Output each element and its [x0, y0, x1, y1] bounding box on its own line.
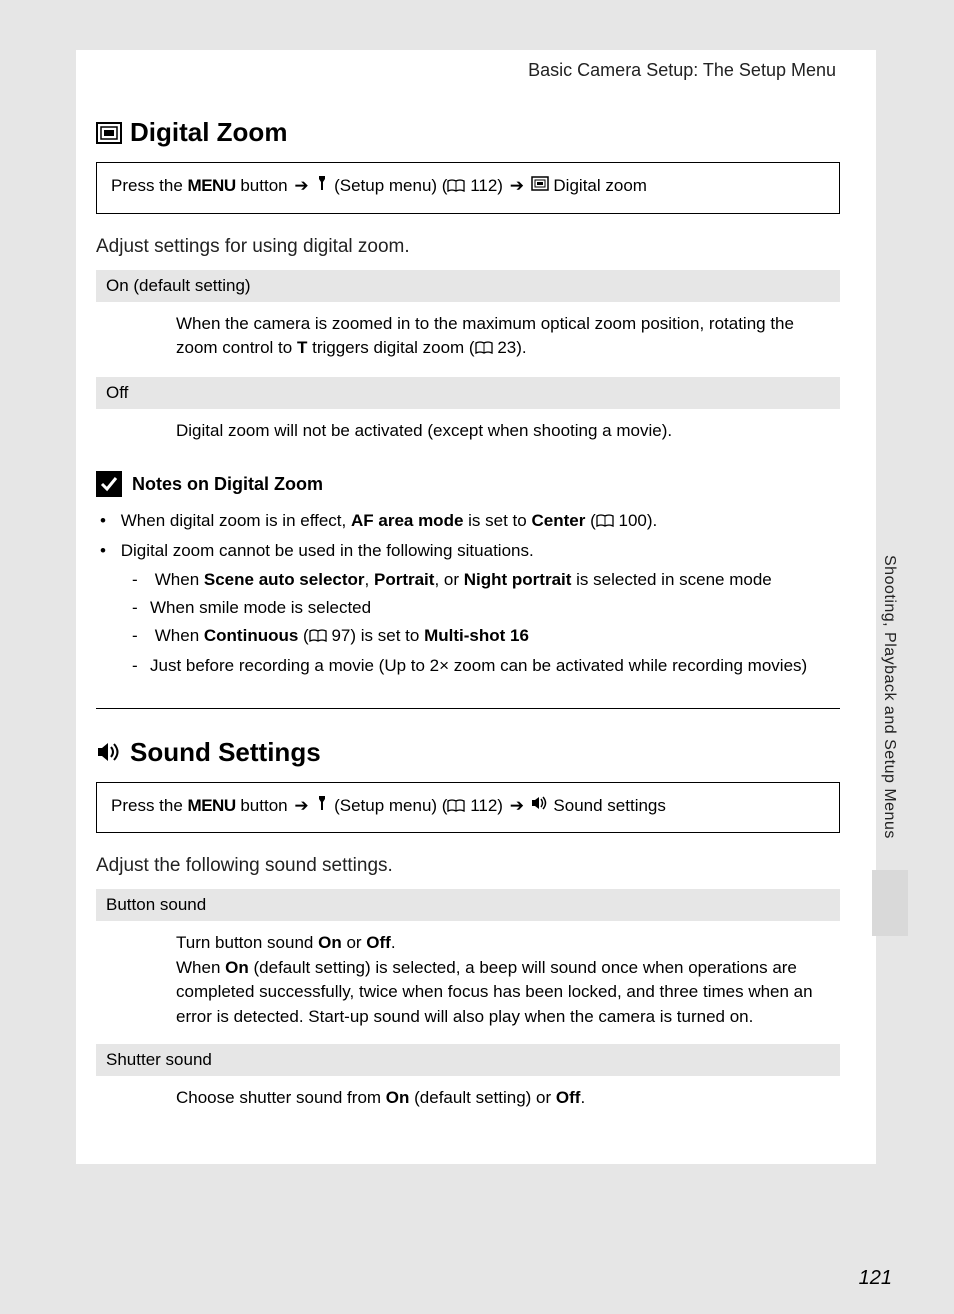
sound-icon-small [531, 795, 549, 811]
section-intro: Adjust the following sound settings. [96, 855, 840, 877]
bold-text: Multi-shot 16 [424, 626, 529, 645]
nav-text: (Setup menu) ( [334, 176, 447, 195]
body-text: (default setting) or [414, 1088, 551, 1107]
bold-text: Portrait [374, 570, 434, 589]
book-icon [309, 624, 327, 652]
bold-text: Off [556, 1088, 581, 1107]
sub-text: , [365, 570, 370, 589]
option-heading-off: Off [96, 377, 840, 409]
note-item: When digital zoom is in effect, AF area … [100, 507, 840, 537]
menu-glyph: MENU [188, 796, 236, 815]
section-intro: Adjust settings for using digital zoom. [96, 236, 840, 258]
nav-text: (Setup menu) ( [334, 796, 447, 815]
nav-text: button [240, 176, 287, 195]
sub-item: When smile mode is selected [132, 594, 840, 622]
chapter-breadcrumb: Basic Camera Setup: The Setup Menu [96, 60, 840, 109]
book-icon [447, 175, 465, 201]
bold-text: Center [531, 511, 585, 530]
arrow-icon: ➔ [510, 173, 524, 199]
body-text: (default setting) is selected, a beep wi… [176, 958, 813, 1026]
bold-text: Night portrait [464, 570, 572, 589]
sub-item: When Scene auto selector, Portrait, or N… [132, 566, 840, 594]
book-icon [447, 795, 465, 821]
nav-text: Press the [111, 176, 183, 195]
nav-text: Digital zoom [553, 176, 647, 195]
book-icon [475, 338, 493, 363]
check-icon [96, 471, 122, 497]
body-text: Turn button sound [176, 933, 313, 952]
sub-text: is selected in scene mode [576, 570, 772, 589]
nav-ref: 112) [470, 176, 503, 195]
wrench-icon [315, 175, 329, 191]
bold-text: On [225, 958, 249, 977]
page-ref: 97) is set to [331, 626, 419, 645]
zoom-t-glyph: T [297, 338, 307, 357]
sub-text: When [155, 626, 199, 645]
note-item: Digital zoom cannot be used in the follo… [100, 537, 840, 679]
note-text: When digital zoom is in effect, [121, 511, 347, 530]
arrow-icon: ➔ [510, 793, 524, 819]
bold-text: On [318, 933, 342, 952]
body-text: Choose shutter sound from [176, 1088, 381, 1107]
bold-text: AF area mode [351, 511, 463, 530]
option-heading-shutter-sound: Shutter sound [96, 1044, 840, 1076]
notes-heading: Notes on Digital Zoom [96, 471, 840, 497]
section-heading-digital-zoom: Digital Zoom [96, 117, 840, 148]
body-text: triggers digital zoom ( [312, 338, 475, 357]
section-divider [96, 708, 840, 709]
section-title: Digital Zoom [130, 117, 287, 148]
sub-text: , or [434, 570, 459, 589]
manual-page: Basic Camera Setup: The Setup Menu Digit… [76, 0, 876, 1164]
option-body: Turn button sound On or Off. When On (de… [96, 925, 840, 1044]
menu-glyph: MENU [188, 176, 236, 195]
wrench-icon [315, 795, 329, 811]
notes-list: When digital zoom is in effect, AF area … [96, 507, 840, 679]
bold-text: Continuous [204, 626, 298, 645]
arrow-icon: ➔ [294, 173, 308, 199]
nav-text: Sound settings [553, 796, 665, 815]
sub-item: Just before recording a movie (Up to 2× … [132, 652, 840, 680]
notes-title: Notes on Digital Zoom [132, 474, 323, 495]
sub-item: When Continuous ( 97) is set to Multi-sh… [132, 622, 840, 652]
side-tab-indicator [872, 870, 908, 936]
body-text: . [580, 1088, 585, 1107]
sound-icon [96, 740, 122, 764]
body-text: or [346, 933, 361, 952]
option-heading-button-sound: Button sound [96, 889, 840, 921]
digital-zoom-icon-small [531, 176, 549, 191]
section-title: Sound Settings [130, 737, 321, 768]
nav-text: button [240, 796, 287, 815]
nav-ref: 112) [470, 796, 503, 815]
side-tab-label: Shooting, Playback and Setup Menus [880, 555, 898, 839]
page-ref: 100). [618, 511, 657, 530]
bold-text: Scene auto selector [204, 570, 365, 589]
body-text: When [176, 958, 220, 977]
section-heading-sound-settings: Sound Settings [96, 737, 840, 768]
note-text: is set to [468, 511, 527, 530]
body-text: . [391, 933, 396, 952]
option-heading-on: On (default setting) [96, 270, 840, 302]
navigation-path-box: Press the MENU button ➔ (Setup menu) ( 1… [96, 162, 840, 214]
bold-text: On [386, 1088, 410, 1107]
sub-text: When [155, 570, 199, 589]
note-text: Digital zoom cannot be used in the follo… [121, 541, 534, 560]
bold-text: Off [366, 933, 391, 952]
option-body: Digital zoom will not be activated (exce… [96, 413, 840, 458]
digital-zoom-icon [96, 122, 122, 144]
option-body: When the camera is zoomed in to the maxi… [96, 306, 840, 377]
nav-text: Press the [111, 796, 183, 815]
page-ref: 23). [497, 338, 526, 357]
option-body: Choose shutter sound from On (default se… [96, 1080, 840, 1125]
arrow-icon: ➔ [294, 793, 308, 819]
navigation-path-box: Press the MENU button ➔ (Setup menu) ( 1… [96, 782, 840, 834]
notes-sublist: When Scene auto selector, Portrait, or N… [100, 566, 840, 680]
book-icon [596, 509, 614, 537]
page-number: 121 [859, 1267, 892, 1290]
